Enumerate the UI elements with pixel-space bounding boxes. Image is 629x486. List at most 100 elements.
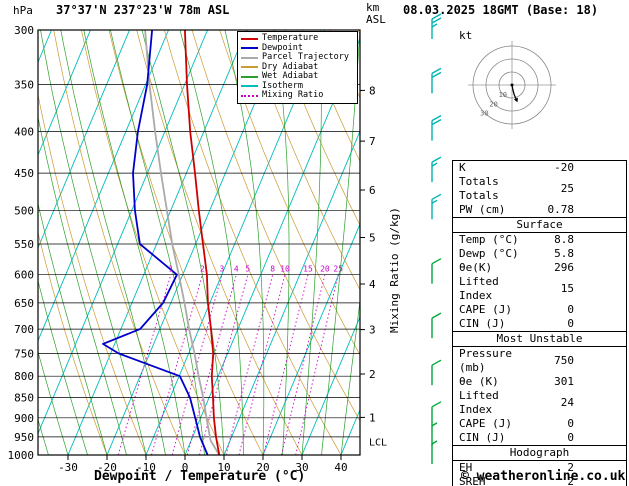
wind-barb: [431, 13, 442, 39]
stat-value: 24: [560, 396, 574, 409]
stat-row: PW (cm) 0.78: [453, 203, 627, 218]
stat-section-title: Hodograph: [452, 445, 627, 461]
stat-section-title: Most Unstable: [452, 331, 627, 347]
svg-text:4: 4: [234, 265, 239, 274]
temperature-curve: [184, 30, 221, 455]
hodograph-ring: [472, 45, 552, 125]
svg-text:6: 6: [369, 184, 376, 197]
stat-section-header: Hodograph: [452, 445, 627, 461]
svg-text:-20: -20: [97, 461, 117, 474]
svg-text:4: 4: [369, 278, 376, 291]
plot-border: [37, 29, 361, 456]
svg-text:650: 650: [14, 297, 34, 310]
x-axis-title: Dewpoint / Temperature (°C): [94, 469, 306, 484]
stat-value: 750: [554, 354, 574, 367]
legend-swatch: [241, 94, 258, 97]
stat-value: 0: [567, 417, 574, 430]
svg-text:5: 5: [369, 232, 376, 245]
stat-label: Lifted Index: [459, 275, 499, 302]
stat-row: CAPE (J) 0: [453, 303, 627, 317]
wind-barb: [431, 401, 442, 427]
svg-text:-30: -30: [58, 461, 78, 474]
datetime-label: 08.03.2025 18GMT (Base: 18): [403, 3, 599, 17]
dry-adiabats-group: [38, 30, 360, 455]
stat-row: CIN (J) 0: [453, 317, 627, 332]
altitude-unit-km: km: [366, 1, 380, 14]
stat-label: K: [459, 161, 466, 174]
hodograph-unit-label: kt: [459, 29, 473, 42]
svg-text:3: 3: [219, 265, 224, 274]
km-axis-labels: 8 7 6 5 4 3 2 1: [360, 84, 376, 424]
stat-row: Lifted Index 24: [453, 389, 627, 417]
temperature-axis-labels: -30 -20 -10 0 10 20 30 40: [58, 455, 348, 474]
skewt-background: [38, 30, 360, 455]
stat-value: 5.8: [554, 247, 574, 260]
legend-item-wet-adiabat: Wet Adiabat: [241, 72, 354, 82]
svg-text:1: 1: [369, 411, 376, 424]
svg-text:900: 900: [14, 412, 34, 425]
svg-text:550: 550: [14, 238, 34, 251]
svg-text:2: 2: [200, 265, 205, 274]
svg-text:40: 40: [334, 461, 347, 474]
stat-label: EH: [459, 461, 473, 474]
wind-barb: [431, 258, 442, 284]
stat-row: Dewp (°C) 5.8: [453, 247, 627, 261]
stat-row: CAPE (J) 0: [453, 417, 627, 431]
stat-section-header: Most Unstable: [452, 331, 627, 347]
stat-label: Pressure (mb): [459, 347, 512, 374]
svg-text:0: 0: [182, 461, 189, 474]
station-title: 37°37'N 237°23'W 78m ASL: [56, 3, 230, 17]
stat-row: Lifted Index 15: [453, 275, 627, 303]
svg-text:300: 300: [14, 24, 34, 37]
svg-text:15: 15: [303, 265, 313, 274]
stat-value: 15: [560, 282, 574, 295]
stat-label: Temp (°C): [459, 233, 519, 246]
stat-value: 296: [554, 261, 574, 274]
stat-row: K -20: [453, 161, 627, 176]
stat-row: Totals Totals 25: [453, 175, 627, 203]
lcl-label: LCL: [369, 437, 387, 448]
legend-label: Temperature: [262, 33, 319, 44]
legend-label: Dewpoint: [262, 42, 303, 53]
stat-label: Dewp (°C): [459, 247, 519, 260]
legend-label: Dry Adiabat: [262, 61, 319, 72]
legend-item-mixing-ratio: Mixing Ratio: [241, 91, 354, 101]
legend-swatch: [241, 47, 258, 50]
copyright: © weatheronline.co.uk: [461, 469, 626, 484]
stat-row: θe(K) 296: [453, 261, 627, 275]
legend-swatch: [241, 37, 258, 40]
stat-row: θe (K) 301: [453, 375, 627, 389]
hodograph-ring-label: 20: [489, 100, 497, 108]
skewt-chart: 3003504004505005506006507007508008509009…: [8, 13, 442, 474]
svg-text:700: 700: [14, 323, 34, 336]
parcel-trajectory-curve: [144, 30, 221, 455]
stat-value: 2: [567, 461, 574, 474]
svg-text:750: 750: [14, 347, 34, 360]
pressure-unit-label: hPa: [13, 4, 33, 17]
stat-value: -20: [554, 161, 574, 174]
svg-text:5: 5: [245, 265, 250, 274]
stat-row: CIN (J) 0: [453, 431, 627, 446]
mixing-ratio-value-labels: 1 2 3 4 5 8 10 15 20 25: [168, 265, 343, 274]
legend-item-dry-adiabat: Dry Adiabat: [241, 61, 354, 73]
svg-text:30: 30: [295, 461, 308, 474]
hodograph-ring: [485, 58, 539, 112]
stat-label: CIN (J): [459, 317, 506, 330]
altitude-unit-asl: ASL: [366, 13, 386, 26]
svg-text:1: 1: [168, 265, 173, 274]
stat-value: 8.8: [554, 233, 574, 246]
legend-swatch: [241, 56, 258, 59]
dewpoint-curve: [102, 30, 209, 455]
svg-text:350: 350: [14, 78, 34, 91]
stat-label: PW (cm): [459, 203, 506, 216]
svg-text:8: 8: [270, 265, 275, 274]
svg-text:3: 3: [369, 324, 376, 337]
wind-barb: [431, 422, 438, 446]
svg-text:10: 10: [280, 265, 290, 274]
wind-barb: [431, 193, 442, 220]
svg-text:450: 450: [14, 167, 34, 180]
wind-barb: [431, 440, 438, 464]
isotherms-group: [38, 30, 360, 455]
legend-item-isotherm: Isotherm: [241, 81, 354, 92]
svg-text:400: 400: [14, 126, 34, 139]
